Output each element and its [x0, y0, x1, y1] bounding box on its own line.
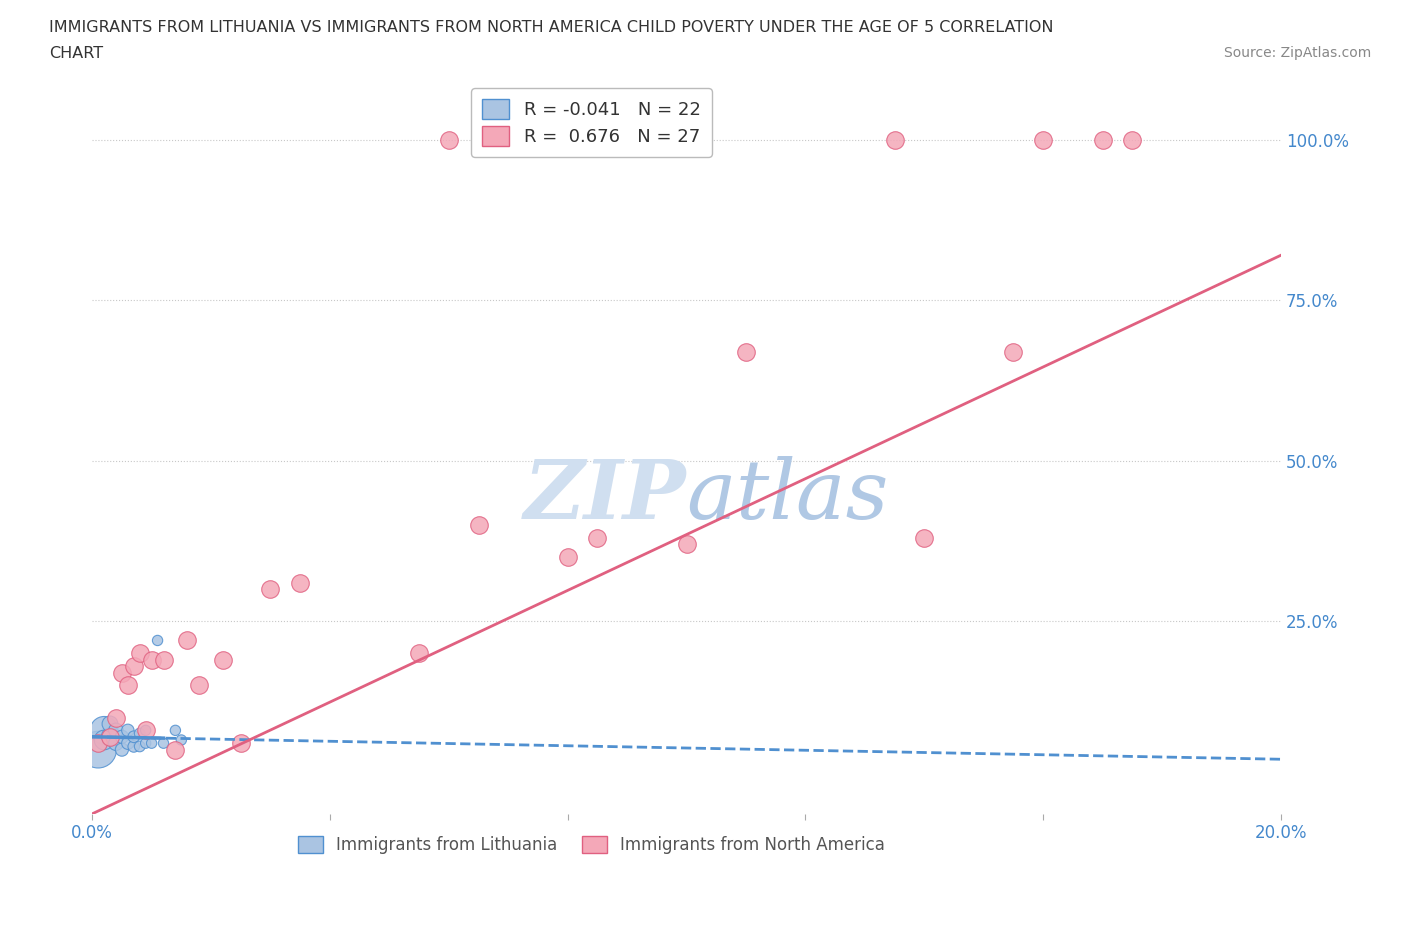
Point	[104, 736, 127, 751]
Point	[128, 739, 150, 754]
Point	[141, 652, 163, 667]
Point	[586, 530, 609, 545]
Point	[675, 537, 697, 551]
Point	[98, 716, 121, 731]
Point	[152, 652, 174, 667]
Point	[1121, 132, 1143, 147]
Point	[98, 729, 121, 744]
Point	[437, 132, 460, 147]
Point	[135, 736, 157, 751]
Point	[87, 742, 110, 757]
Point	[467, 517, 489, 532]
Point	[128, 645, 150, 660]
Text: CHART: CHART	[49, 46, 103, 61]
Point	[128, 726, 150, 741]
Point	[229, 736, 252, 751]
Legend: Immigrants from Lithuania, Immigrants from North America: Immigrants from Lithuania, Immigrants fr…	[291, 830, 891, 861]
Point	[93, 723, 115, 737]
Point	[165, 723, 187, 737]
Point	[122, 739, 145, 754]
Point	[141, 736, 163, 751]
Point	[87, 736, 110, 751]
Point	[165, 742, 187, 757]
Point	[1091, 132, 1114, 147]
Point	[111, 729, 134, 744]
Text: atlas: atlas	[686, 457, 889, 537]
Point	[122, 658, 145, 673]
Text: IMMIGRANTS FROM LITHUANIA VS IMMIGRANTS FROM NORTH AMERICA CHILD POVERTY UNDER T: IMMIGRANTS FROM LITHUANIA VS IMMIGRANTS …	[49, 20, 1053, 35]
Point	[883, 132, 905, 147]
Point	[1002, 344, 1025, 359]
Point	[259, 581, 281, 596]
Point	[98, 729, 121, 744]
Point	[104, 723, 127, 737]
Point	[122, 729, 145, 744]
Point	[135, 723, 157, 737]
Point	[117, 678, 139, 693]
Point	[146, 633, 169, 648]
Point	[170, 733, 193, 748]
Point	[1032, 132, 1054, 147]
Point	[111, 742, 134, 757]
Point	[104, 711, 127, 725]
Point	[408, 645, 430, 660]
Text: Source: ZipAtlas.com: Source: ZipAtlas.com	[1223, 46, 1371, 60]
Point	[188, 678, 211, 693]
Point	[557, 550, 579, 565]
Point	[117, 723, 139, 737]
Text: ZIP: ZIP	[524, 457, 686, 537]
Point	[290, 576, 312, 591]
Point	[212, 652, 235, 667]
Point	[135, 723, 157, 737]
Point	[117, 736, 139, 751]
Point	[176, 633, 198, 648]
Point	[111, 665, 134, 680]
Point	[152, 736, 174, 751]
Point	[735, 344, 758, 359]
Point	[912, 530, 935, 545]
Point	[93, 733, 115, 748]
